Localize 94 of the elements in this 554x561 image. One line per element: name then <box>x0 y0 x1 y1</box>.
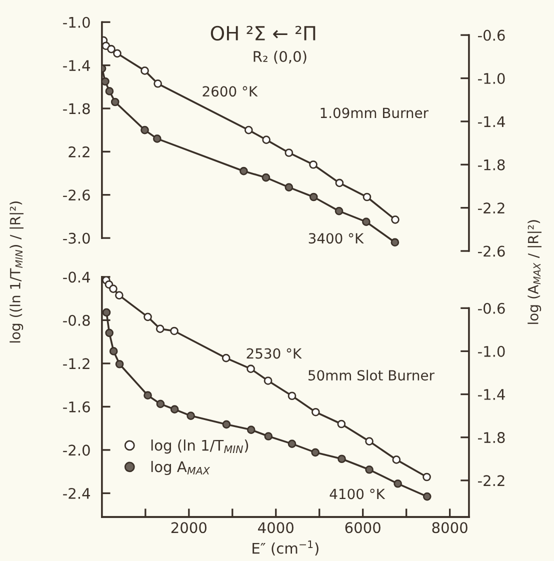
point <box>338 454 346 464</box>
y-tick-label: -2.4 <box>63 488 90 499</box>
y2-tick-label: -1.0 <box>478 346 505 357</box>
point <box>392 456 401 464</box>
point <box>284 148 294 157</box>
y-tick-label: -1.0 <box>63 16 90 28</box>
point <box>362 218 370 226</box>
point <box>115 360 124 368</box>
y2-tick-label: -1.4 <box>478 389 505 400</box>
point <box>115 291 124 300</box>
y2-tick-label: -0.6 <box>478 30 505 41</box>
annotation: 50mm Slot Burner <box>308 370 434 381</box>
point <box>311 448 320 457</box>
x-tick-label: 6000 <box>345 522 380 534</box>
point <box>390 238 400 247</box>
point <box>362 192 372 202</box>
point <box>105 328 114 338</box>
point <box>309 192 318 202</box>
point <box>262 173 270 182</box>
point <box>222 420 231 429</box>
y2-tick-label: -0.6 <box>478 302 505 314</box>
point <box>152 134 162 143</box>
legend-label: log A$_{MAX}$ <box>151 460 210 476</box>
y2-tick-label: -1.8 <box>478 432 505 444</box>
point <box>365 465 374 474</box>
y-tick-label: -1.2 <box>63 358 90 369</box>
point <box>337 420 346 428</box>
y-tick-label: -2.0 <box>63 444 90 456</box>
point <box>246 364 255 374</box>
point <box>105 87 114 96</box>
y-tick-label: -0.4 <box>63 272 90 283</box>
y-tick-label: -1.6 <box>63 401 90 412</box>
point <box>140 66 149 75</box>
point <box>113 49 122 58</box>
point <box>244 126 253 134</box>
point <box>335 178 344 188</box>
point <box>186 412 195 420</box>
point <box>334 206 344 216</box>
y-tick-label: -0.8 <box>63 314 90 326</box>
annotation: 3400 °K <box>308 233 364 244</box>
y-tick-label: -2.6 <box>63 190 90 201</box>
point <box>309 160 318 169</box>
y-tick-label: -1.4 <box>63 60 90 71</box>
y2-tick-label: -1.8 <box>478 159 505 170</box>
annotation: 2530 °K <box>246 348 302 359</box>
x-tick-label: 2000 <box>171 522 206 534</box>
point <box>170 405 179 414</box>
annotation: 4100 °K <box>330 488 386 500</box>
point <box>288 440 296 448</box>
point <box>422 472 431 482</box>
y-tick-label: -3.0 <box>63 232 90 244</box>
y-axis-title: log ((ln 1/T$_{MIN}$) / |R|²) <box>10 202 24 343</box>
y2-tick-label: -2.6 <box>478 246 505 257</box>
chart-title: OH ²Σ ← ²Π <box>210 26 316 41</box>
annotation: 2600 °K <box>202 86 258 97</box>
point <box>170 326 178 336</box>
point <box>222 354 230 362</box>
y2-tick-label: -2.2 <box>478 475 504 486</box>
legend-label: log (ln 1/T$_{MIN}$) <box>151 439 248 454</box>
point <box>110 98 120 106</box>
point <box>144 391 152 400</box>
point <box>312 408 320 416</box>
point <box>156 400 165 408</box>
point <box>109 284 118 293</box>
point <box>288 392 296 400</box>
y-tick-label: -1.8 <box>63 103 90 114</box>
point <box>391 216 400 224</box>
point <box>140 126 149 134</box>
point <box>422 492 432 501</box>
point <box>394 479 402 488</box>
point <box>144 312 152 322</box>
point <box>240 166 248 176</box>
y2-axis-title: log (A$_{MAX}$ / |R|²) <box>528 220 542 324</box>
point <box>284 183 294 192</box>
point <box>365 437 374 446</box>
point <box>246 426 256 434</box>
x-tick-label: 8000 <box>432 522 468 534</box>
point <box>109 347 118 356</box>
point <box>102 77 110 86</box>
text: R₂ (0,0) <box>254 50 306 64</box>
annotation: 1.09mm Burner <box>320 108 429 118</box>
y-tick-label: 2.2 <box>68 146 90 158</box>
point <box>107 44 116 54</box>
point <box>264 432 273 440</box>
x-tick-label: 4000 <box>258 522 294 534</box>
point <box>154 79 162 88</box>
point <box>102 308 111 317</box>
x-axis-title: E″ (cm$^{−1}$) <box>252 540 318 556</box>
y2-tick-label: -2.2 <box>478 202 504 214</box>
point <box>262 136 270 144</box>
y2-tick-label: -1.0 <box>478 72 505 84</box>
y2-tick-label: -1.4 <box>478 116 505 127</box>
point <box>156 324 164 333</box>
point <box>264 376 272 385</box>
